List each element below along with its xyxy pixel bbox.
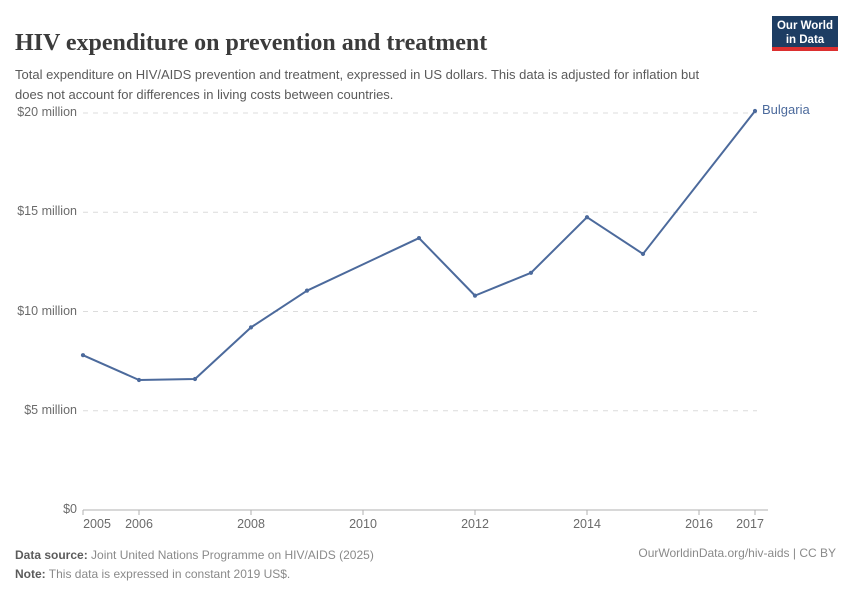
owid-logo-line2: in Data — [785, 34, 825, 47]
chart-title: HIV expenditure on prevention and treatm… — [15, 30, 488, 57]
entity-label[interactable]: Bulgaria — [762, 102, 810, 117]
data-point-marker — [584, 215, 590, 220]
y-axis-tick-label: $20 million — [17, 105, 77, 119]
y-axis-tick-label: $15 million — [17, 204, 77, 219]
x-axis-tick-label: 2008 — [237, 517, 265, 531]
footer-source-note: Data source: Joint United Nations Progra… — [15, 546, 374, 584]
x-axis-tick-label: 2010 — [349, 517, 377, 531]
x-axis-tick-label: 2012 — [461, 517, 489, 531]
note-label: Note: — [15, 566, 46, 581]
x-axis-tick-label: 2005 — [83, 517, 111, 531]
data-source-line: Data source: Joint United Nations Progra… — [15, 546, 374, 565]
data-point-marker — [528, 270, 534, 275]
data-point-marker — [752, 108, 758, 114]
data-point-marker — [136, 377, 142, 383]
data-point-marker — [304, 288, 310, 293]
data-point-marker — [248, 325, 254, 330]
x-axis-tick-label: 2006 — [125, 517, 153, 531]
y-axis-tick-label: $0 — [63, 502, 77, 516]
y-axis-tick-label: $10 million — [17, 303, 77, 318]
note-text: This data is expressed in constant 2019 … — [45, 566, 291, 581]
x-axis-tick-label: 2014 — [573, 517, 601, 531]
data-point-marker — [416, 235, 422, 241]
data-source-label: Data source: — [15, 548, 88, 562]
x-axis-tick-label: 2017 — [736, 517, 764, 531]
footer-link[interactable]: OurWorldinData.org/hiv-aids | CC BY — [638, 546, 836, 560]
note-line: Note: This data is expressed in constant… — [15, 565, 374, 584]
owid-logo-line1: Our World — [776, 20, 833, 32]
data-line[interactable] — [82, 110, 756, 381]
data-source-text: Joint United Nations Programme on HIV/AI… — [87, 548, 374, 562]
x-axis-tick-label: 2016 — [685, 517, 713, 531]
data-point-marker — [80, 353, 86, 358]
data-point-marker — [192, 376, 198, 382]
owid-logo[interactable]: Our World in Data — [772, 16, 838, 51]
chart-subtitle: Total expenditure on HIV/AIDS prevention… — [15, 67, 700, 102]
y-axis-tick-label: $5 million — [24, 402, 77, 417]
data-point-marker — [640, 251, 646, 257]
data-point-marker — [472, 293, 478, 298]
